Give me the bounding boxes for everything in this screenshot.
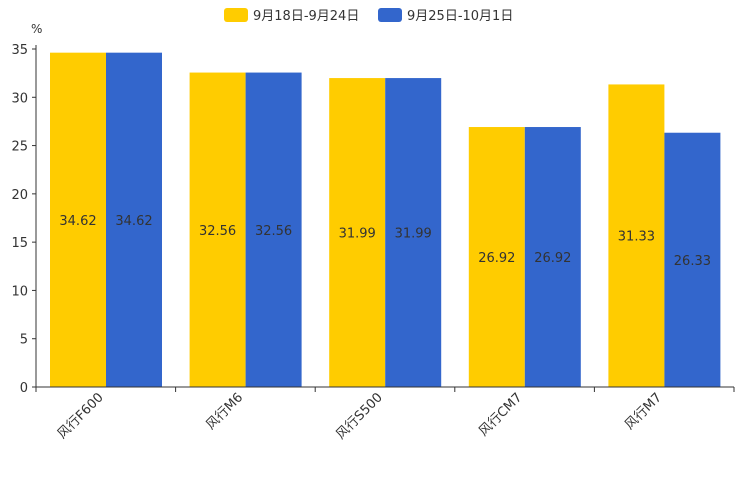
data-label-2-2: 32.56	[255, 224, 292, 239]
x-tick-label-1: 风行F600	[55, 390, 107, 442]
bar-1-2	[189, 72, 246, 388]
legend: 9月18日-9月24日 9月25日-10月1日	[224, 8, 513, 24]
data-label-2-3: 31.99	[395, 227, 432, 242]
data-label-1-4: 26.92	[478, 251, 515, 266]
data-label-2-1: 34.62	[115, 214, 152, 229]
bar-1-4	[468, 127, 525, 387]
bar-1-1	[50, 52, 106, 388]
legend-swatch-2	[378, 8, 402, 22]
legend-swatch-1	[224, 8, 248, 22]
x-axis: 风行F600 风行M6 风行S500 风行CM7 风行M7	[35, 386, 735, 443]
y-tick-label: 0	[20, 381, 28, 396]
y-tick-label: 25	[11, 140, 28, 155]
data-label-2-5: 26.33	[674, 254, 711, 269]
data-label-2-4: 26.92	[534, 251, 571, 266]
x-tick-label-4: 风行CM7	[476, 390, 525, 439]
x-tick-label-3: 风行S500	[333, 390, 385, 442]
data-label-1-2: 32.56	[199, 224, 236, 239]
data-label-1-5: 31.33	[618, 230, 655, 245]
y-tick-label: 10	[11, 284, 28, 299]
y-tick-label: 30	[11, 91, 28, 106]
y-tick-label: 35	[11, 43, 28, 58]
y-tick-label: 5	[20, 333, 28, 348]
x-tick-label-2: 风行M6	[203, 390, 246, 433]
bar-2-1	[106, 52, 162, 388]
bar-2-4	[524, 127, 581, 387]
legend-label-2: 9月25日-10月1日	[407, 9, 513, 24]
bars: 34.62 34.62 32.56 32.56 31.99 31.99 26.92 26.92…	[50, 52, 721, 388]
y-axis: 0 5 10 15 20 25 30 35	[11, 43, 37, 396]
data-label-1-1: 34.62	[59, 214, 96, 229]
bar-1-3	[329, 78, 386, 388]
y-tick-label: 15	[11, 236, 28, 251]
bar-2-3	[385, 78, 442, 388]
bar-2-2	[245, 72, 302, 388]
legend-label-1: 9月18日-9月24日	[253, 9, 359, 24]
bar-1-5	[608, 84, 665, 387]
y-axis-unit-label: %	[31, 22, 42, 36]
x-tick-label-5: 风行M7	[622, 390, 665, 433]
data-label-1-3: 31.99	[339, 227, 376, 242]
y-tick-label: 20	[11, 188, 28, 203]
bar-2-5	[664, 132, 721, 387]
